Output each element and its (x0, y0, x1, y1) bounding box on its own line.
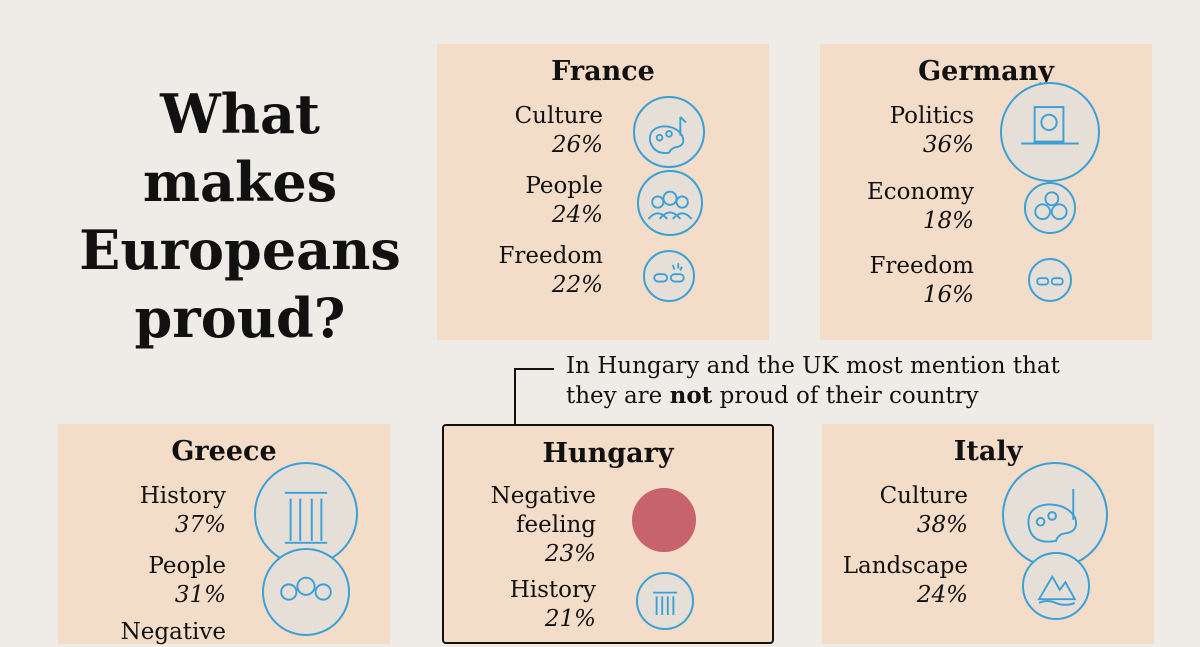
item-label: Negative (490, 483, 596, 509)
hungary-item-history: History 21% (510, 576, 596, 634)
italy-item-landscape: Landscape 24% (843, 552, 968, 610)
item-percentage: 18% (922, 208, 974, 234)
item-percentage: 36% (922, 132, 974, 158)
note-text: they are (566, 383, 670, 409)
germany-item-freedom: Freedom 16% (869, 252, 974, 310)
title-line-1: What makes (142, 82, 338, 214)
france-item-freedom: Freedom 22% (498, 242, 603, 300)
italy-item-culture: Culture 38% (880, 482, 968, 540)
people-icon (637, 170, 703, 236)
item-percentage: 21% (544, 606, 596, 632)
annotation-connector (514, 368, 554, 424)
greece-item-negative: Negative (121, 618, 226, 647)
note-line-2: they are not proud of their country (566, 381, 1060, 411)
item-label: People (525, 173, 603, 199)
country-name: Italy (953, 436, 1023, 467)
item-percentage: 37% (174, 512, 226, 538)
item-percentage: 24% (551, 202, 603, 228)
broken-chain-icon (643, 250, 695, 302)
item-percentage: 38% (916, 512, 968, 538)
item-label: History (139, 483, 226, 509)
page-title: What makes Europeans proud? (60, 80, 420, 352)
item-label: Freedom (869, 253, 974, 279)
country-name: France (551, 56, 655, 87)
card-hungary: Hungary Negative feeling 23% History 21% (442, 424, 774, 644)
greece-item-history: History 37% (140, 482, 226, 540)
card-italy: Italy Culture 38% Landscape 24% (822, 424, 1154, 644)
negative-dot (632, 488, 696, 552)
card-germany: Germany Politics 36% Economy 18% Freedom… (820, 44, 1152, 340)
greece-item-people: People 31% (148, 552, 226, 610)
annotation-note: In Hungary and the UK most mention that … (566, 352, 1060, 411)
germany-item-economy: Economy 18% (867, 178, 974, 236)
item-label: Freedom (498, 243, 603, 269)
item-label: Culture (879, 483, 968, 509)
item-percentage: 31% (174, 582, 226, 608)
item-label: Economy (867, 179, 974, 205)
column-icon (636, 572, 694, 630)
item-label: Landscape (842, 553, 968, 579)
mountain-icon (1022, 552, 1090, 620)
palette-icon (633, 96, 705, 168)
euro-coins-icon (1024, 182, 1076, 234)
item-label-2: feeling (516, 512, 596, 538)
france-item-people: People 24% (525, 172, 603, 230)
hungary-item-negative: Negative feeling 23% (491, 482, 596, 569)
item-label: Culture (514, 103, 603, 129)
people-icon (262, 548, 350, 636)
germany-item-politics: Politics 36% (890, 102, 974, 160)
card-greece: Greece History 37% People 31% Negative (58, 424, 390, 647)
item-label: History (509, 577, 596, 603)
france-item-culture: Culture 26% (515, 102, 603, 160)
title-line-2: Europeans (79, 218, 401, 282)
note-line-1: In Hungary and the UK most mention that (566, 353, 1060, 379)
ballot-box-icon (1000, 82, 1100, 182)
note-emphasis: not (669, 382, 713, 409)
item-percentage: 22% (551, 272, 603, 298)
country-name: Hungary (542, 438, 674, 469)
item-label: Politics (889, 103, 974, 129)
item-percentage: 23% (544, 541, 596, 567)
item-label: Negative (120, 619, 226, 645)
item-percentage: 16% (922, 282, 974, 308)
item-percentage: 26% (551, 132, 603, 158)
broken-chain-icon (1028, 258, 1072, 302)
country-name: Germany (918, 56, 1054, 87)
note-text: proud of their country (712, 383, 979, 409)
title-line-3: proud? (134, 286, 346, 350)
item-label: People (148, 553, 226, 579)
item-percentage: 24% (916, 582, 968, 608)
card-france: France Culture 26% People 24% Freedom 22… (437, 44, 769, 340)
country-name: Greece (171, 436, 277, 467)
